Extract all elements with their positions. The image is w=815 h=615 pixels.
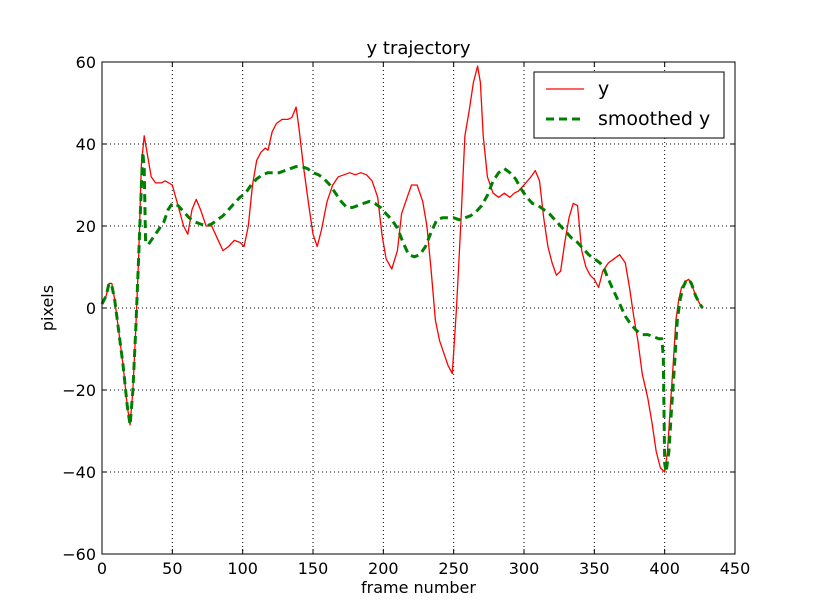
series-line-smoothed-y [100, 150, 704, 474]
x-tick-label-150: 150 [298, 559, 329, 578]
y-tick-label-20: −20 [62, 381, 96, 400]
x-tick-label-200: 200 [368, 559, 399, 578]
x-tick-label-400: 400 [649, 559, 680, 578]
series-lines [100, 65, 704, 474]
legend-label-y: y [598, 78, 609, 100]
legend-box [533, 71, 725, 139]
legend: y smoothed y [533, 71, 725, 139]
x-tick-label-350: 350 [579, 559, 610, 578]
x-tick-label-450: 450 [720, 559, 751, 578]
y-tick-label-60: 60 [76, 53, 96, 72]
x-tick-label-0: 0 [97, 559, 107, 578]
axis-ticks: 0 50 100 150 200 250 300 350 400 450 −60 −40 −20 0 20 4… [62, 53, 750, 578]
x-tick-label-300: 300 [509, 559, 540, 578]
legend-label-smoothed-y: smoothed y [598, 108, 710, 130]
y-tick-label-40: 40 [76, 135, 96, 154]
y-tick-label-20: 20 [76, 217, 96, 236]
y-axis-label: pixels [38, 285, 57, 331]
y-tick-label-0: 0 [86, 299, 96, 318]
chart-title: y trajectory [367, 38, 471, 59]
x-axis-label: frame number [361, 578, 476, 597]
y-tick-label-60: −60 [62, 545, 96, 564]
x-tick-label-250: 250 [438, 559, 469, 578]
x-tick-label-100: 100 [227, 559, 258, 578]
y-tick-label-40: −40 [62, 463, 96, 482]
x-tick-label-50: 50 [162, 559, 182, 578]
